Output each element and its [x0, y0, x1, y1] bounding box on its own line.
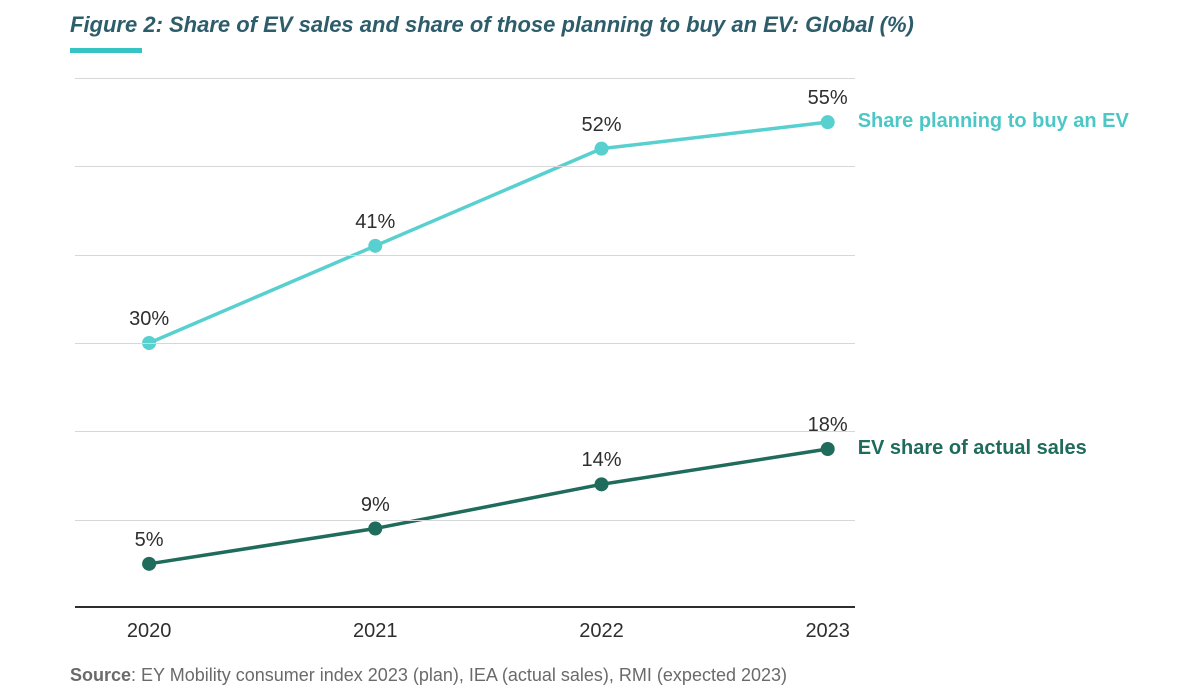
data-label-plan: 41%	[355, 211, 395, 234]
x-tick-label: 2022	[579, 620, 624, 643]
data-label-actual: 5%	[135, 529, 164, 552]
chart-plot-area: 202020212022202330%41%52%55%Share planni…	[75, 78, 855, 608]
source-prefix: Source	[70, 665, 131, 685]
x-tick-label: 2021	[353, 620, 398, 643]
series-line-actual	[149, 449, 828, 564]
figure-title: Figure 2: Share of EV sales and share of…	[70, 12, 914, 38]
data-label-actual: 18%	[808, 414, 848, 437]
source-body: : EY Mobility consumer index 2023 (plan)…	[131, 665, 787, 685]
gridline	[75, 343, 855, 344]
series-marker-plan	[595, 142, 609, 156]
x-axis-line	[75, 606, 855, 608]
gridline	[75, 255, 855, 256]
series-marker-actual	[595, 477, 609, 491]
series-marker-plan	[821, 115, 835, 129]
data-label-plan: 52%	[581, 114, 621, 137]
series-label-plan: Share planning to buy an EV	[858, 110, 1129, 133]
gridline	[75, 166, 855, 167]
x-tick-label: 2023	[805, 620, 850, 643]
gridline	[75, 78, 855, 79]
x-tick-label: 2020	[127, 620, 172, 643]
series-marker-actual	[368, 522, 382, 536]
data-label-plan: 30%	[129, 308, 169, 331]
gridline	[75, 520, 855, 521]
gridline	[75, 431, 855, 432]
series-line-plan	[149, 122, 828, 343]
data-label-actual: 14%	[581, 449, 621, 472]
series-marker-actual	[821, 442, 835, 456]
data-label-actual: 9%	[361, 494, 390, 517]
series-label-actual: EV share of actual sales	[858, 437, 1087, 460]
source-caption: Source: EY Mobility consumer index 2023 …	[70, 665, 787, 686]
data-label-plan: 55%	[808, 87, 848, 110]
series-marker-actual	[142, 557, 156, 571]
series-marker-plan	[368, 239, 382, 253]
title-underline	[70, 48, 142, 53]
